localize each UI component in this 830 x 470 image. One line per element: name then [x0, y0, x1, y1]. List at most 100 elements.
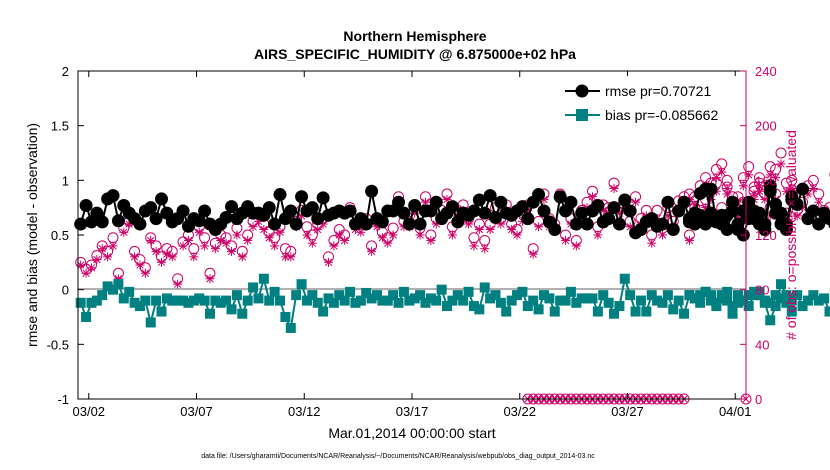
x-tick-label: 03/22	[503, 404, 536, 419]
rmse-marker	[494, 195, 508, 209]
rmse-marker	[812, 217, 826, 231]
obs-evaluated-marker	[135, 260, 145, 270]
x-tick-label: 03/27	[611, 404, 644, 419]
rmse-marker	[612, 217, 626, 231]
bias-marker	[479, 282, 490, 293]
obs-evaluated-stroke	[497, 220, 505, 228]
rmse-marker	[618, 193, 632, 207]
obs-evaluated-stroke	[777, 160, 785, 168]
rmse-marker	[408, 198, 422, 212]
x-axis-label: Mar.01,2014 00:00:00 start	[328, 425, 495, 441]
bias-marker	[781, 297, 792, 308]
bias-marker	[749, 286, 760, 297]
bias-marker	[722, 295, 733, 306]
obs-evaluated-marker	[658, 230, 667, 240]
rmse-marker	[521, 212, 535, 226]
obs-evaluated-stroke	[588, 193, 597, 201]
rmse-marker	[553, 190, 567, 204]
rmse-marker	[413, 217, 427, 231]
bias-marker	[242, 295, 253, 306]
obs-evaluated-stroke	[173, 280, 182, 288]
obs-evaluated-stroke	[152, 247, 160, 256]
legend-bias-marker	[576, 109, 588, 121]
rmse-series	[74, 179, 830, 242]
obs-evaluated-stroke	[723, 190, 731, 198]
bias-marker	[156, 306, 167, 317]
rmse-marker	[699, 182, 713, 196]
obs-evaluated-stroke	[184, 236, 193, 245]
bias-marker	[549, 306, 560, 317]
rmse-marker	[661, 195, 675, 209]
bias-marker	[813, 295, 824, 306]
bias-marker	[296, 279, 307, 290]
obs-evaluated-stroke	[217, 236, 225, 245]
x-tick-label: 03/02	[73, 404, 106, 419]
rmse-marker	[806, 204, 820, 218]
rmse-marker	[752, 206, 766, 220]
obs-evaluated-stroke	[480, 244, 489, 253]
footnote: data file: /Users/gharamti/Documents/NCA…	[201, 453, 595, 460]
bias-marker	[662, 290, 673, 301]
obs-evaluated-stroke	[265, 234, 273, 242]
bias-marker	[102, 281, 113, 292]
bias-marker	[264, 295, 275, 306]
bias-marker	[786, 295, 797, 306]
bias-marker	[635, 295, 646, 306]
obs-evaluated-stroke	[330, 242, 338, 250]
rmse-marker	[580, 217, 594, 231]
bias-marker	[81, 312, 92, 322]
bias-marker	[711, 297, 722, 308]
obs-evaluated-marker	[754, 181, 764, 191]
rmse-marker	[489, 211, 502, 225]
obs-evaluated-marker	[480, 244, 490, 254]
bias-marker	[108, 284, 119, 295]
obs-evaluated-stroke	[529, 250, 537, 258]
obs-evaluated-stroke	[626, 223, 634, 231]
obs-evaluated-stroke	[464, 220, 473, 228]
obs-evaluated-marker	[232, 230, 242, 240]
bias-marker	[404, 295, 415, 306]
obs-evaluated-stroke	[146, 236, 155, 245]
bias-marker	[641, 306, 652, 317]
obs-evaluated-stroke	[340, 236, 349, 245]
obs-evaluated-stroke	[470, 242, 478, 250]
obs-evaluated-stroke	[243, 236, 252, 245]
bias-marker	[522, 301, 533, 312]
rmse-marker	[225, 200, 239, 214]
obs-evaluated-marker	[194, 227, 204, 237]
chart-title-line2: AIRS_SPECIFIC_HUMIDITY @ 6.875000e+02 hP…	[254, 46, 576, 62]
bias-marker	[253, 293, 264, 304]
bias-marker	[371, 290, 382, 301]
bias-marker	[689, 293, 700, 304]
obs-evaluated-stroke	[755, 187, 764, 195]
obs-evaluated-stroke	[98, 244, 106, 253]
bias-marker	[565, 286, 576, 297]
bias-marker	[167, 295, 178, 306]
obs-evaluated-marker	[210, 244, 220, 254]
bias-marker	[770, 290, 781, 301]
bias-marker	[705, 290, 716, 301]
obs-evaluated-stroke	[782, 187, 791, 195]
bias-marker	[512, 290, 523, 301]
y-left-tick-label: 1.5	[51, 119, 69, 134]
rmse-marker	[445, 200, 459, 214]
bias-marker	[275, 295, 286, 306]
rmse-marker	[677, 195, 691, 209]
obs-evaluated-stroke	[572, 242, 581, 250]
bias-marker	[178, 295, 189, 306]
obs-evaluated-marker	[119, 227, 129, 237]
bias-marker	[501, 306, 512, 317]
rmse-marker	[779, 217, 793, 231]
y-axis-right: 0 40 80 120 160 200 240	[740, 64, 777, 407]
y-left-tick-label: 2	[62, 64, 69, 79]
rmse-marker	[758, 217, 772, 231]
bias-marker	[765, 315, 776, 326]
obs-evaluated-stroke	[281, 253, 290, 261]
rmse-marker	[95, 215, 109, 229]
chart-title-line1: Northern Hemisphere	[343, 28, 486, 44]
obs-evaluated-stroke	[233, 231, 241, 239]
bias-marker	[808, 290, 819, 301]
obs-evaluated-stroke	[389, 231, 397, 239]
obs-evaluated-marker	[587, 192, 597, 202]
rmse-marker	[548, 223, 562, 237]
